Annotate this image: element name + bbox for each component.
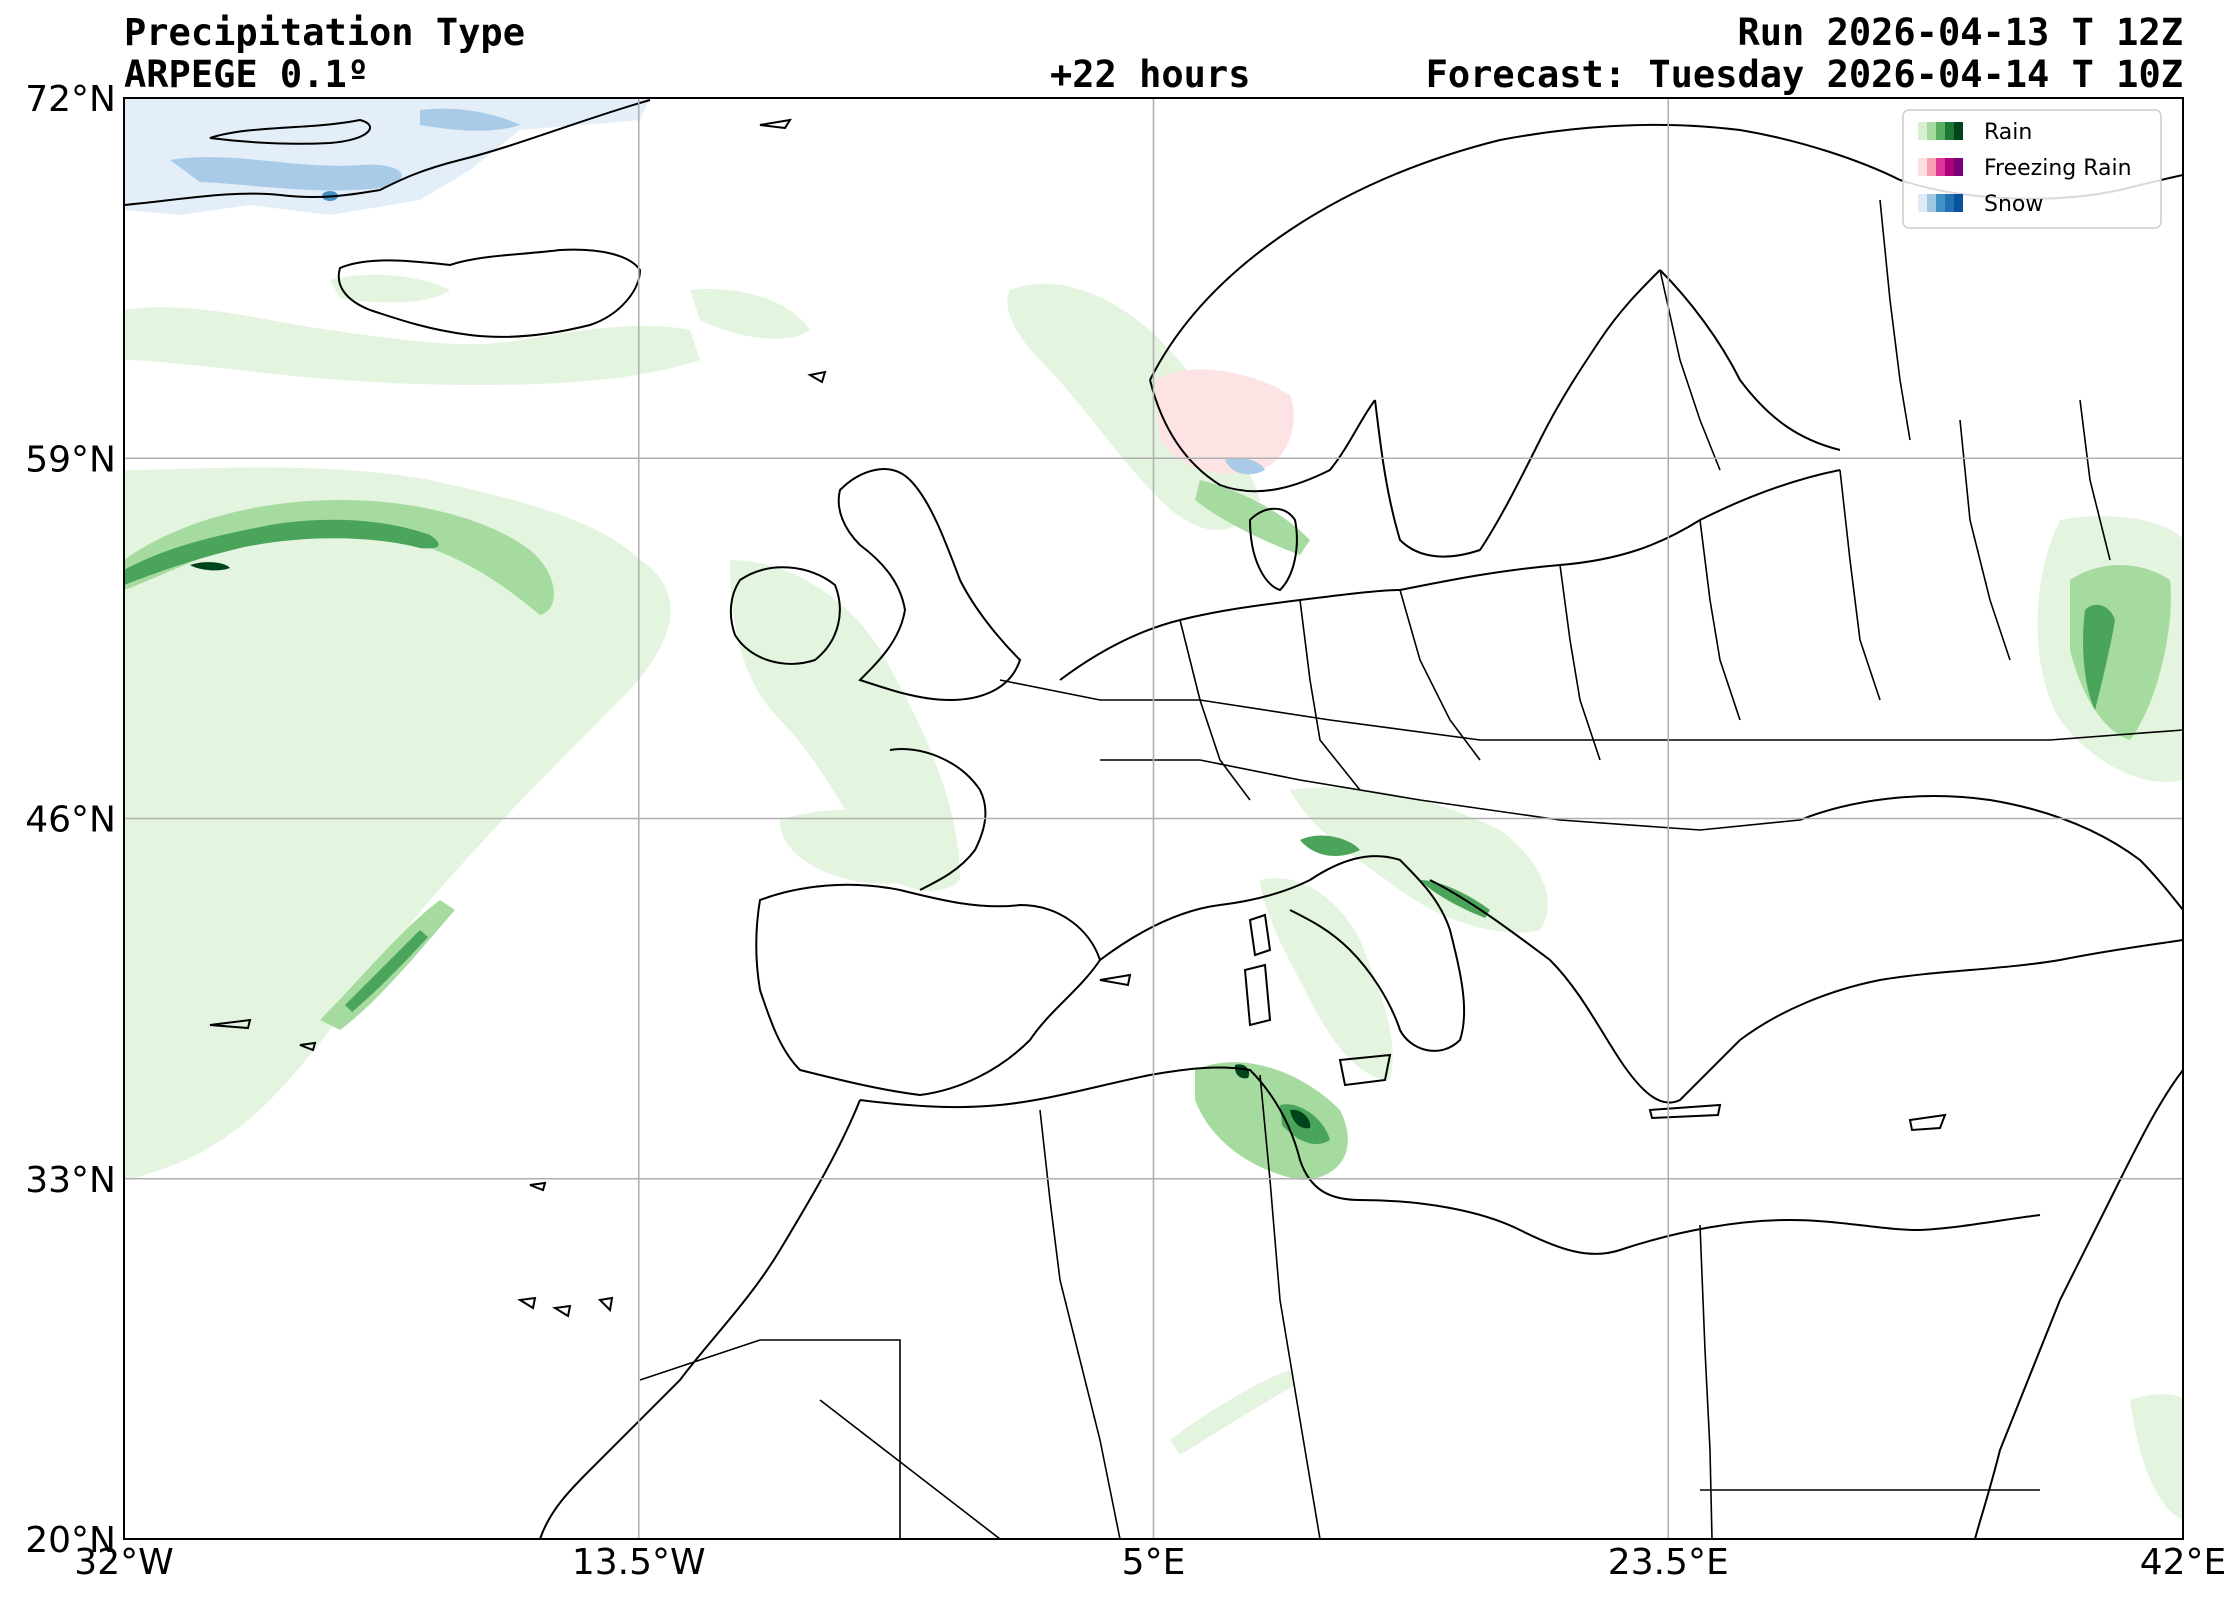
north-africa-coast	[859, 1066, 2041, 1255]
legend: Rain Freezing Rain Snow	[1902, 109, 2162, 229]
forecast-label: Forecast: Tuesday 2026-04-14 T 10Z	[1425, 53, 2183, 96]
longitude-tick-label: 23.5°E	[1608, 1542, 1729, 1583]
legend-swatch	[1927, 122, 1936, 140]
model-label: ARPEGE 0.1º	[124, 53, 370, 96]
legend-swatch	[1918, 122, 1927, 140]
legend-swatch	[1936, 194, 1945, 212]
map-frame	[123, 97, 2184, 1540]
latitude-tick-label: 59°N	[25, 439, 116, 480]
legend-swatch	[1927, 158, 1936, 176]
greenland-coast	[124, 99, 651, 206]
legend-swatch	[1918, 194, 1927, 212]
longitude-tick-label: 5°E	[1122, 1542, 1186, 1583]
baltic-coast	[1399, 469, 1841, 591]
azores	[209, 1018, 317, 1052]
rain-field-arabia	[2130, 1394, 2183, 1520]
rain-band-arc	[124, 500, 554, 615]
rain-field-iberia-west	[730, 560, 960, 891]
norway-south-coast	[1149, 379, 1376, 493]
latitude-ticks: 72°N 59°N 46°N 33°N 20°N	[25, 79, 116, 1561]
iceland-coast	[337, 248, 642, 338]
legend-swatch	[1954, 194, 1963, 212]
denmark-coast	[1248, 507, 1298, 592]
legend-swatch	[1954, 158, 1963, 176]
legend-label: Freezing Rain	[1984, 156, 2132, 181]
finland-coast	[1659, 269, 1841, 451]
borders-europe	[999, 199, 2183, 831]
legend-swatch	[1936, 122, 1945, 140]
gridlines	[124, 98, 2183, 1539]
rain-field-balkans	[1290, 787, 1548, 933]
legend-label: Snow	[1984, 192, 2043, 217]
iberia-coast	[755, 883, 1102, 1097]
sweden-coast	[1374, 269, 1661, 558]
rain-field-tunisia	[1195, 1062, 1348, 1180]
rain-field-biscay	[780, 810, 960, 884]
crete	[1648, 1103, 1722, 1120]
legend-swatch	[1945, 158, 1954, 176]
rain-field-east-dark	[2083, 604, 2115, 710]
british-isles-coast	[837, 468, 1022, 702]
rain-field-adriatic	[1420, 880, 1490, 918]
atlantic-africa-coast	[539, 1099, 861, 1539]
rain-field-atlantic-north	[124, 307, 700, 385]
legend-swatch	[1945, 122, 1954, 140]
legend-swatch	[1918, 158, 1927, 176]
rain-field-iceland-north	[330, 274, 450, 303]
greenland-inlet	[209, 118, 372, 145]
continent-north-coast	[1059, 589, 1401, 681]
freezing-rain-norway	[1155, 369, 1294, 474]
legend-box	[1902, 109, 2162, 229]
legend-swatch	[1936, 158, 1945, 176]
svalbard-fragment	[759, 118, 793, 130]
snow-field-core	[170, 157, 402, 191]
rain-band-southwest-core	[345, 930, 428, 1012]
rain-field-tunisia-dark	[1290, 1109, 1311, 1129]
snow-field-core	[420, 108, 520, 131]
lead-time-label: +22 hours	[1050, 53, 1251, 96]
precipitation-layer	[124, 98, 2183, 1520]
madeira	[529, 1181, 547, 1192]
rain-field-italy	[1260, 878, 1393, 1080]
legend-swatch	[1927, 194, 1936, 212]
rain-band-arc-dark	[190, 562, 230, 571]
longitude-ticks: 32°W 13.5°W 5°E 23.5°E 42°E	[74, 1542, 2226, 1583]
mediterranean-north-coast	[1099, 855, 1466, 1052]
rain-field-atlantic	[124, 467, 671, 1180]
black-sea-coast	[1799, 795, 2183, 911]
rain-field-north-sea	[1007, 283, 1260, 530]
corsica-sardinia	[1243, 913, 1272, 1027]
legend-swatch	[1954, 122, 1963, 140]
faroe	[807, 370, 827, 384]
cyprus	[1908, 1113, 1947, 1132]
sicily	[1338, 1053, 1392, 1087]
longitude-tick-label: 32°W	[74, 1542, 173, 1583]
snow-norway	[1225, 458, 1265, 475]
canary-islands	[517, 1296, 614, 1318]
levant-coast	[1974, 1069, 2183, 1539]
legend-label: Rain	[1984, 120, 2032, 145]
borders-africa	[639, 1074, 2040, 1539]
latitude-tick-label: 46°N	[25, 800, 116, 841]
longitude-tick-label: 13.5°W	[572, 1542, 706, 1583]
balkan-coast	[1429, 879, 1741, 1104]
rain-field-africa	[1170, 1370, 1295, 1455]
balearics	[1099, 973, 1132, 987]
ireland-coast	[729, 566, 841, 665]
longitude-tick-label: 42°E	[2140, 1542, 2227, 1583]
rain-band-arc-core	[124, 519, 439, 585]
rain-field-iceland-south	[690, 289, 810, 339]
latitude-tick-label: 72°N	[25, 79, 116, 120]
rain-field-italy-core	[1300, 835, 1360, 856]
france-west-coast	[889, 748, 987, 891]
turkey-coast	[1739, 939, 2183, 1041]
latitude-tick-label: 33°N	[25, 1160, 116, 1201]
snow-field	[124, 98, 650, 215]
legend-swatch	[1945, 194, 1954, 212]
chart-title: Precipitation Type	[124, 11, 525, 54]
latitude-tick-label: 20°N	[25, 1520, 116, 1561]
run-label: Run 2026-04-13 T 12Z	[1737, 11, 2183, 54]
